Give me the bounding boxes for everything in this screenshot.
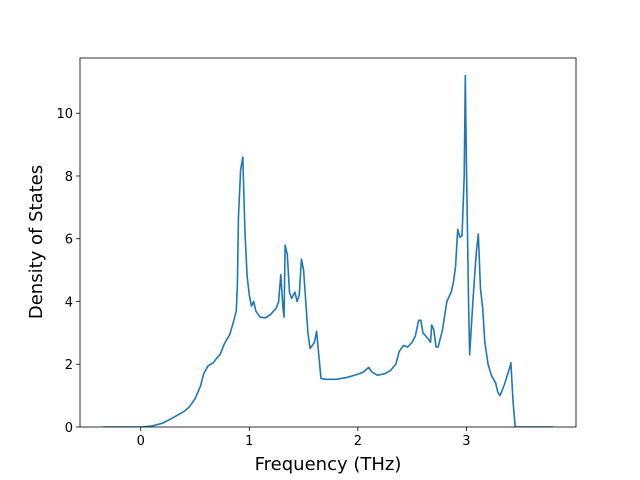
line-series	[102, 74, 554, 427]
x-tick-label: 1	[245, 434, 253, 449]
y-tick-label: 2	[65, 358, 73, 373]
x-tick-label: 0	[137, 434, 145, 449]
plot-frame	[79, 57, 577, 428]
y-tick-label: 10	[56, 107, 73, 122]
y-tick-label: 4	[65, 295, 73, 310]
x-tick-label: 3	[462, 434, 470, 449]
x-axis-label: Frequency (THz)	[255, 454, 402, 475]
y-axis-label: Density of States	[26, 165, 47, 319]
y-tick-label: 8	[65, 170, 73, 185]
y-tick-label: 0	[65, 421, 73, 436]
x-tick-label: 2	[354, 434, 362, 449]
y-tick-label: 6	[65, 233, 73, 248]
